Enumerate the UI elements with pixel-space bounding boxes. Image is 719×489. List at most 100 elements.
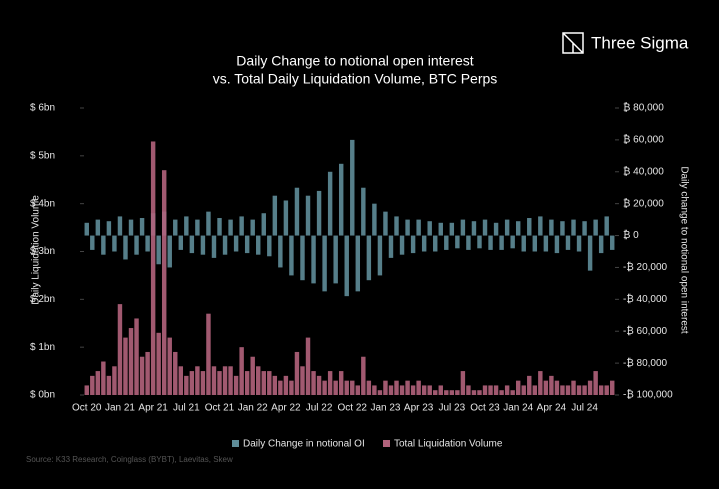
x-tick-label: Apr 24 xyxy=(537,403,567,414)
bar xyxy=(510,390,515,395)
bar xyxy=(117,304,123,395)
bar xyxy=(576,385,582,395)
bar xyxy=(178,366,184,395)
bar xyxy=(488,235,493,250)
bar xyxy=(510,235,515,249)
bar xyxy=(410,385,416,395)
bar xyxy=(156,332,161,395)
bar xyxy=(84,222,89,236)
bar xyxy=(471,390,477,395)
bar xyxy=(173,219,178,236)
bar xyxy=(267,371,272,395)
bar xyxy=(305,337,311,395)
bar xyxy=(211,235,217,258)
y-tick-label: $ 5bn xyxy=(30,150,55,161)
bar xyxy=(250,356,255,395)
bar xyxy=(344,235,349,297)
bar xyxy=(256,235,261,255)
bar xyxy=(394,216,399,236)
bar xyxy=(593,219,598,236)
bar xyxy=(427,385,432,395)
bar xyxy=(300,235,305,281)
bar xyxy=(543,380,549,395)
bar xyxy=(233,235,239,252)
bar xyxy=(84,385,89,395)
bar xyxy=(482,385,488,395)
bar xyxy=(311,235,316,284)
bar xyxy=(244,371,250,395)
x-tick-label: Jan 23 xyxy=(370,403,400,414)
bar xyxy=(195,219,200,236)
logo-mark xyxy=(562,32,584,54)
bar xyxy=(610,380,615,395)
bar xyxy=(95,219,101,236)
brand: Three Sigma xyxy=(591,33,689,52)
bar xyxy=(383,211,388,236)
bar xyxy=(322,380,327,395)
x-tick-label: Jul 23 xyxy=(438,403,465,414)
y-tick-label: $ 1bn xyxy=(30,342,55,353)
bar xyxy=(565,385,571,395)
bar xyxy=(106,375,112,395)
bar xyxy=(106,221,112,236)
y2-tick-label: -₿ 80,000 xyxy=(623,357,668,369)
y2-tick-label: -₿ 40,000 xyxy=(623,293,668,305)
bar xyxy=(521,235,526,252)
bar xyxy=(604,216,609,236)
bar xyxy=(233,375,239,395)
bar xyxy=(294,351,300,395)
bar xyxy=(355,385,361,395)
x-tick-label: Oct 21 xyxy=(205,403,235,414)
bar xyxy=(272,375,278,395)
bar xyxy=(394,380,399,395)
bar xyxy=(410,235,416,254)
bar xyxy=(399,385,405,395)
bar xyxy=(244,235,250,254)
bar xyxy=(294,187,300,236)
bar xyxy=(377,235,383,276)
bar xyxy=(283,200,289,236)
y2-tick-label: ₿ 60,000 xyxy=(623,134,664,146)
bar xyxy=(228,366,233,395)
bar xyxy=(350,139,355,236)
bar xyxy=(217,371,222,395)
bar xyxy=(560,385,565,395)
chart-subtitle: vs. Total Daily Liquidation Volume, BTC … xyxy=(213,71,498,87)
bar xyxy=(466,235,471,250)
bar xyxy=(189,371,195,395)
bar xyxy=(421,385,427,395)
bar xyxy=(228,219,233,236)
x-tick-label: Jan 22 xyxy=(238,403,268,414)
bar xyxy=(278,235,283,268)
bar xyxy=(278,380,283,395)
bar xyxy=(565,235,571,250)
bar xyxy=(200,235,206,255)
bar xyxy=(101,361,106,395)
bar xyxy=(239,216,244,236)
bar xyxy=(438,222,443,236)
bar xyxy=(366,380,372,395)
bar xyxy=(416,219,421,236)
bar xyxy=(433,235,438,252)
bar xyxy=(355,235,361,292)
bar xyxy=(388,235,394,258)
bar xyxy=(587,380,593,395)
bar xyxy=(150,141,156,395)
y2-tick-label: ₿ 40,000 xyxy=(623,165,664,177)
bar xyxy=(399,235,405,255)
bar xyxy=(261,371,266,395)
bar xyxy=(256,366,261,395)
logo: Three Sigma xyxy=(562,32,689,54)
bar xyxy=(455,390,460,395)
y2-tick-label: -₿ 20,000 xyxy=(623,261,668,273)
bar xyxy=(460,371,466,395)
bar xyxy=(477,235,482,249)
bar xyxy=(90,235,95,250)
bar xyxy=(515,221,521,236)
bar xyxy=(222,366,228,395)
bar xyxy=(427,221,432,236)
bar xyxy=(112,366,117,395)
bar xyxy=(499,235,504,250)
bar xyxy=(195,366,200,395)
